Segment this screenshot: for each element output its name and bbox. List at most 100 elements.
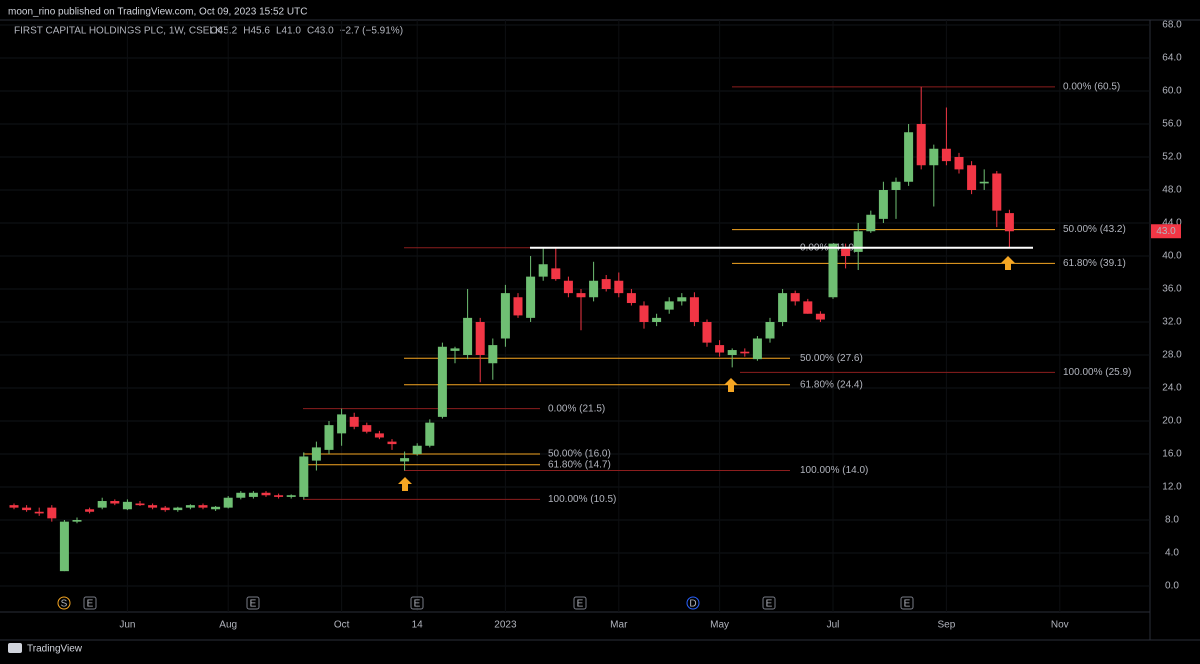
candle-body — [135, 503, 145, 506]
candle-body — [211, 506, 221, 510]
candle-body — [248, 492, 258, 497]
last-price: 43.0 — [1156, 226, 1176, 237]
event-label: E — [250, 599, 257, 610]
legend-value: −2.7 (−5.91%) — [340, 26, 403, 37]
candle-body — [841, 247, 851, 256]
y-tick-label: 68.0 — [1162, 20, 1182, 31]
candle-body — [286, 495, 296, 497]
candle-body — [778, 293, 788, 322]
candle-body — [160, 507, 170, 511]
y-tick-label: 36.0 — [1162, 284, 1182, 295]
candle-body — [324, 425, 334, 450]
candle-body — [349, 416, 359, 427]
y-tick-label: 4.0 — [1165, 548, 1179, 559]
x-tick-label: Oct — [334, 620, 350, 631]
last-price-tag — [1151, 224, 1181, 239]
event-label: S — [61, 599, 68, 610]
candle-body — [702, 322, 712, 343]
published-note: moon_rino published on TradingView.com, … — [8, 7, 307, 18]
x-tick-label: Jul — [827, 620, 840, 631]
candle-body — [979, 181, 989, 184]
candle-body — [59, 521, 69, 572]
candle-body — [803, 301, 813, 314]
candle-body — [374, 433, 384, 438]
event-label: E — [766, 599, 773, 610]
candle-body — [261, 492, 271, 496]
x-tick-label: Mar — [610, 620, 628, 631]
candle-body — [236, 492, 246, 498]
candle-body — [362, 425, 372, 432]
candle-body — [437, 346, 447, 417]
event-marker — [686, 596, 700, 610]
candle-body — [551, 268, 561, 280]
candle-body — [72, 520, 82, 522]
symbol: FIRST CAPITAL HOLDINGS PLC, 1W, CSELK — [14, 26, 222, 37]
y-tick-label: 64.0 — [1162, 53, 1182, 64]
candle-body — [274, 495, 284, 497]
candle-body — [677, 297, 687, 302]
candle-body — [954, 157, 964, 170]
candle-body — [526, 276, 536, 318]
legend-value: C43.0 — [307, 26, 334, 37]
candle-body — [853, 231, 863, 252]
candle-body — [122, 501, 132, 510]
candle-body — [828, 243, 838, 298]
candle-body — [34, 511, 44, 514]
x-tick-label: Sep — [938, 620, 956, 631]
candle-body — [1004, 213, 1014, 232]
candle-body — [337, 414, 347, 434]
candle-body — [400, 458, 410, 462]
candle-body — [22, 507, 32, 511]
candle-body — [387, 441, 397, 445]
candle-body — [614, 280, 624, 294]
y-tick-label: 16.0 — [1162, 449, 1182, 460]
x-tick-label: Aug — [219, 620, 237, 631]
event-marker — [410, 596, 424, 610]
candle-body — [185, 505, 195, 508]
fib-label: 61.80% (39.1) — [1063, 258, 1126, 269]
y-tick-label: 12.0 — [1162, 482, 1182, 493]
candle-body — [790, 293, 800, 302]
fib-label: 100.00% (14.0) — [800, 465, 868, 476]
candle-body — [488, 345, 498, 364]
candle-body — [727, 350, 737, 355]
candle-body — [425, 422, 435, 446]
fib-label: 0.00% (60.5) — [1063, 82, 1120, 93]
x-tick-label: 2023 — [494, 620, 517, 631]
event-marker — [900, 596, 914, 610]
candle-body — [85, 509, 95, 512]
event-label: E — [414, 599, 421, 610]
candle-body — [299, 456, 309, 497]
candle-body — [563, 280, 573, 294]
x-tick-label: Nov — [1051, 620, 1069, 631]
candle-body — [311, 447, 321, 461]
candle-body — [589, 280, 599, 298]
y-tick-label: 52.0 — [1162, 152, 1182, 163]
candle-body — [513, 297, 523, 316]
fib-label: 61.80% (24.4) — [800, 379, 863, 390]
candle-body — [904, 132, 914, 182]
event-marker — [762, 596, 776, 610]
legend-value: L41.0 — [276, 26, 301, 37]
arrow-icon — [398, 477, 412, 491]
candle-body — [866, 214, 876, 232]
candle-body — [576, 293, 586, 298]
candle-body — [878, 190, 888, 219]
x-tick-label: Jun — [119, 620, 135, 631]
candle-body — [652, 317, 662, 322]
candle-body — [626, 293, 636, 304]
candle-body — [765, 322, 775, 339]
candle-body — [223, 497, 233, 508]
candle-body — [412, 445, 422, 454]
candle-body — [752, 338, 762, 360]
tv-logo — [8, 643, 22, 653]
event-marker — [83, 596, 97, 610]
fib-label: 61.80% (14.7) — [548, 459, 611, 470]
fib-label: 100.00% (10.5) — [548, 494, 616, 505]
candle-body — [9, 505, 19, 508]
candle-body — [740, 351, 750, 354]
candle-body — [967, 165, 977, 190]
event-marker — [246, 596, 260, 610]
candle-body — [941, 148, 951, 162]
